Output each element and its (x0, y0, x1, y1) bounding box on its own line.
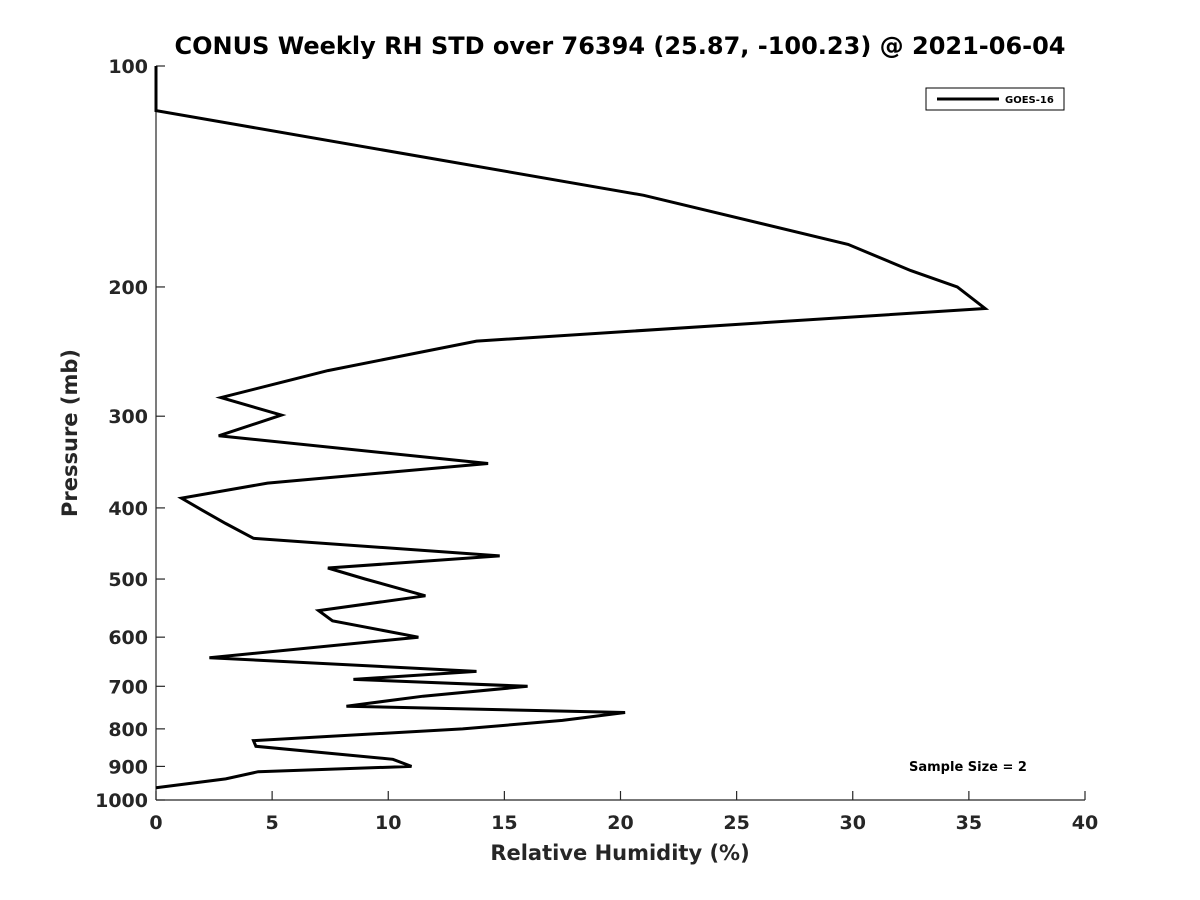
sample-size-annotation: Sample Size = 2 (909, 760, 1027, 775)
y-tick-label: 500 (108, 569, 148, 591)
x-tick-label: 0 (149, 812, 162, 834)
x-tick-label: 25 (723, 812, 749, 834)
y-tick-label: 100 (108, 56, 148, 78)
y-tick-label: 1000 (95, 790, 148, 812)
legend-label-goes-16: GOES-16 (1005, 95, 1054, 106)
y-tick-label: 900 (108, 756, 148, 778)
x-tick-label: 35 (956, 812, 982, 834)
x-tick-label: 5 (266, 812, 279, 834)
x-tick-label: 20 (607, 812, 633, 834)
y-tick-label: 600 (108, 627, 148, 649)
y-tick-label: 400 (108, 498, 148, 520)
x-tick-label: 15 (491, 812, 517, 834)
x-tick-label: 30 (840, 812, 866, 834)
y-tick-label: 800 (108, 719, 148, 741)
x-tick-label: 40 (1072, 812, 1098, 834)
legend: GOES-16 (925, 87, 1065, 111)
plot-area: 0 5 10 15 20 25 30 35 40 100 200 300 400 500 600 700 800… (95, 56, 1098, 834)
x-axis-label: Relative Humidity (%) (490, 841, 749, 865)
series-line-goes-16 (154, 66, 990, 790)
y-axis-label: Pressure (mb) (58, 349, 82, 517)
chart-title: CONUS Weekly RH STD over 76394 (25.87, -… (174, 32, 1065, 60)
y-tick-label: 200 (108, 277, 148, 299)
x-tick-label: 10 (375, 812, 401, 834)
y-tick-label: 300 (108, 406, 148, 428)
y-tick-label: 700 (108, 676, 148, 698)
